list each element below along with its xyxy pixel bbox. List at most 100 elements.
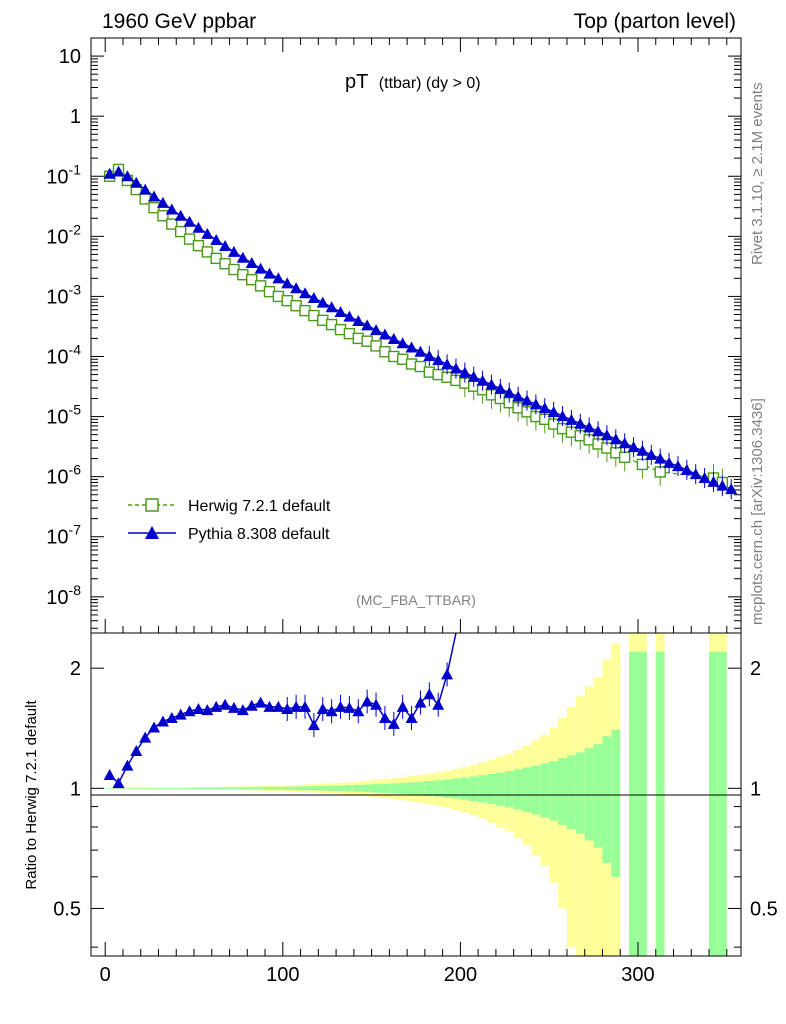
ratio-pythia-point (219, 698, 232, 710)
band-inner-bin (566, 755, 576, 830)
pythia-point (716, 479, 729, 491)
ratio-pythia-point (378, 712, 391, 724)
pythia-point (387, 332, 400, 344)
band-inner-bin (629, 651, 638, 956)
ratio-y-tick-label-right: 1 (750, 778, 761, 800)
pythia-point (592, 425, 605, 437)
band-inner-bin (371, 784, 381, 793)
herwig-point (157, 210, 169, 222)
band-inner-bin (291, 786, 301, 791)
band-inner-bin (709, 651, 718, 956)
ratio-pythia-line (109, 632, 457, 785)
pythia-point (414, 345, 427, 357)
ratio-pythia-point (112, 777, 125, 789)
pythia-point (396, 337, 409, 349)
pythia-point (130, 176, 143, 188)
pythia-point (405, 341, 418, 353)
watermark: (MC_FBA_TTBAR) (356, 592, 476, 608)
band-inner-bin (487, 774, 496, 804)
pythia-point (370, 324, 383, 336)
ratio-pythia-point (361, 695, 374, 707)
main-y-tick-label: 10-1 (46, 161, 81, 188)
band-inner-bin (131, 787, 141, 789)
ratio-pythia-point (156, 715, 169, 727)
ratio-pythia-point (325, 705, 338, 717)
ratio-y-tick-label-right: 0.5 (750, 898, 778, 920)
band-inner-bin (504, 770, 514, 808)
pythia-point (192, 221, 205, 233)
x-axis: 0 100 200 300 (100, 38, 728, 986)
band-inner-bin (273, 786, 283, 790)
band-inner-bin (442, 779, 452, 798)
ratio-pythia-point (210, 700, 223, 712)
ratio-pythia-point (299, 700, 312, 712)
band-inner-bin (433, 780, 443, 797)
band-inner-bin (558, 758, 567, 825)
pythia-point (121, 170, 134, 182)
pythia-point (316, 296, 329, 308)
pythia-point (281, 277, 294, 289)
main-y-tick-label: 10-4 (46, 341, 81, 368)
band-inner-bin (256, 787, 266, 790)
herwig-point (166, 218, 178, 230)
ratio-pythia-point (343, 701, 356, 713)
ratio-pythia-point (227, 701, 240, 713)
ratio-pythia-point (263, 700, 276, 712)
pythia-point (565, 413, 578, 425)
legend-herwig-label: Herwig 7.2.1 default (188, 498, 331, 515)
band-inner-bin (185, 787, 195, 789)
pythia-point (254, 262, 267, 274)
ratio-pythia-point (387, 717, 400, 729)
ratio-y-tick-label: 0.5 (53, 898, 81, 920)
ratio-pythia-point (352, 705, 365, 717)
pythia-point (352, 314, 365, 326)
band-inner-bin (344, 785, 354, 792)
pythia-point (680, 463, 693, 475)
pythia-point (645, 448, 658, 460)
pythia-point (236, 251, 249, 263)
pythia-point (671, 460, 684, 472)
herwig-point (174, 225, 187, 238)
pythia-point (219, 240, 232, 252)
pythia-point (441, 358, 454, 370)
herwig-point (201, 246, 214, 258)
pythia-point (290, 282, 303, 294)
band-inner-bin (211, 787, 221, 789)
pythia-point (476, 374, 489, 386)
band-inner-bin (176, 787, 186, 789)
band-inner-bin (549, 761, 559, 821)
pythia-point (263, 267, 276, 279)
main-y-tick-label: 10 (59, 46, 81, 68)
band-inner-bin (611, 729, 621, 877)
main-series-group (103, 163, 738, 500)
pythia-point (725, 483, 738, 495)
pythia-point (494, 382, 507, 394)
ratio-y-axis-label: Ratio to Herwig 7.2.1 default (23, 700, 40, 890)
pythia-point (458, 366, 471, 378)
pythia-point (449, 362, 462, 374)
pythia-point (485, 378, 498, 390)
x-tick-label: 200 (444, 964, 477, 986)
pythia-point (529, 398, 542, 410)
band-inner-bin (469, 776, 479, 802)
band-inner-bin (380, 783, 390, 793)
band-inner-bin (398, 782, 408, 794)
ratio-pythia-point (432, 698, 445, 710)
pythia-point (245, 256, 258, 268)
band-inner-bin (122, 787, 132, 789)
ratio-pythia-point (148, 721, 161, 733)
main-y-tick-label: 1 (70, 106, 81, 128)
herwig-point (183, 233, 196, 245)
legend-herwig-marker (145, 498, 159, 512)
x-tick-label: 300 (621, 964, 654, 986)
ratio-pythia-point (316, 703, 329, 715)
band-inner-bin (265, 786, 274, 790)
ratio-pythia-point (423, 688, 436, 700)
pythia-point (538, 402, 551, 414)
band-inner-bin (309, 786, 319, 791)
pythia-point (583, 421, 596, 433)
ratio-pythia-point (307, 719, 320, 731)
legend-item-pythia: Pythia 8.308 default (128, 526, 330, 543)
pythia-point (707, 475, 720, 487)
